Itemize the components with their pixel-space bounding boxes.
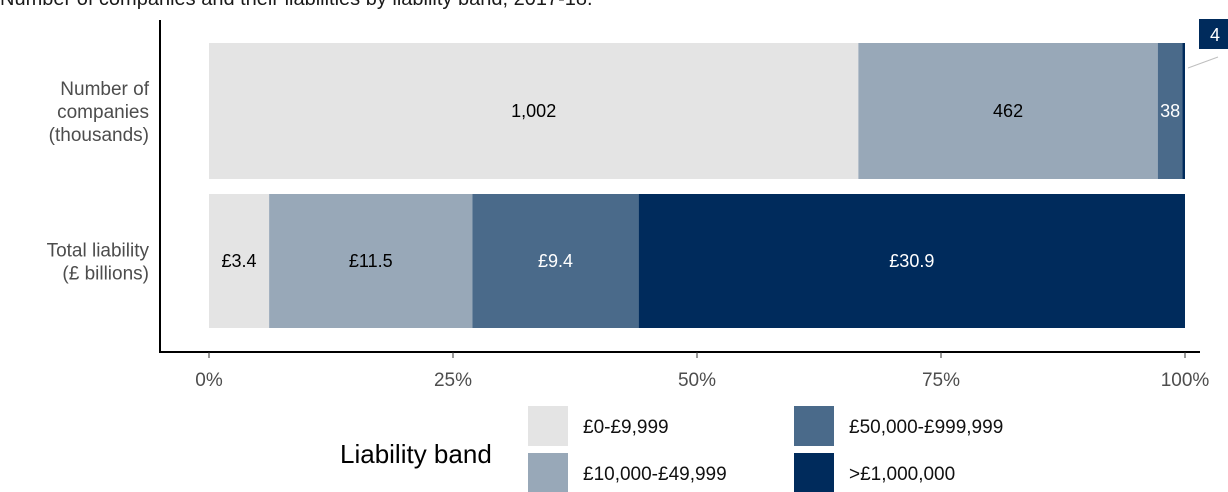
- data-label: 1,002: [511, 101, 556, 121]
- x-tick-label: 50%: [678, 370, 716, 391]
- bar-segment-liability-band-0: [209, 194, 270, 328]
- data-label: £11.5: [349, 251, 393, 271]
- x-tick-label: 25%: [434, 370, 472, 391]
- callout-label: 4: [1210, 25, 1220, 45]
- legend-key-1: [528, 453, 568, 492]
- legend-label-3: >£1,000,000: [849, 464, 955, 485]
- bar-segment-companies-band-2: [1157, 43, 1183, 179]
- x-tick-label: 100%: [1161, 370, 1210, 391]
- data-label: £9.4: [538, 251, 573, 271]
- legend-label-2: £50,000-£999,999: [849, 417, 1003, 438]
- bar-segment-companies-band-1: [858, 43, 1158, 179]
- bar-segment-liability-band-1: [269, 194, 473, 328]
- data-label: £30.9: [889, 251, 934, 271]
- data-label: 462: [993, 101, 1023, 121]
- legend-label-0: £0-£9,999: [583, 417, 669, 438]
- legend-key-3: [794, 453, 834, 492]
- chart-title: Number of companies and their liabilitie…: [0, 0, 593, 11]
- callout-leader-line: [1187, 56, 1219, 69]
- category-label: Number of companies (thousands): [49, 79, 150, 146]
- legend-title: Liability band: [340, 439, 492, 469]
- bar-labels-group: 1,002 462 38 £3.4 £11.5 £9.4 £30.9: [222, 101, 1181, 271]
- x-tick-label: 75%: [922, 370, 960, 391]
- data-label: 38: [1160, 101, 1180, 121]
- legend-key-0: [528, 406, 568, 446]
- legend: Liability band £0-£9,999 £10,000-£49,999 £…: [340, 406, 1003, 492]
- callout-group: 4: [1187, 19, 1228, 69]
- axes-group: 0% 25% 50% 75% 100%: [159, 20, 1209, 391]
- bars-group: [209, 43, 1185, 328]
- bar-segment-liability-band-2: [472, 194, 639, 328]
- bar-segment-liability-band-3: [638, 194, 1185, 328]
- bar-segment-companies-band-0: [209, 43, 859, 179]
- x-tick-label: 0%: [195, 370, 223, 391]
- category-labels-group: Number of companies (thousands) Total liabi…: [47, 79, 150, 285]
- data-label: £3.4: [222, 251, 257, 271]
- bar-segment-companies-band-3: [1182, 43, 1185, 179]
- category-label: Total liability (£ billions): [47, 241, 150, 285]
- legend-label-1: £10,000-£49,999: [583, 464, 727, 485]
- legend-key-2: [794, 406, 834, 446]
- callout-box: [1199, 19, 1228, 49]
